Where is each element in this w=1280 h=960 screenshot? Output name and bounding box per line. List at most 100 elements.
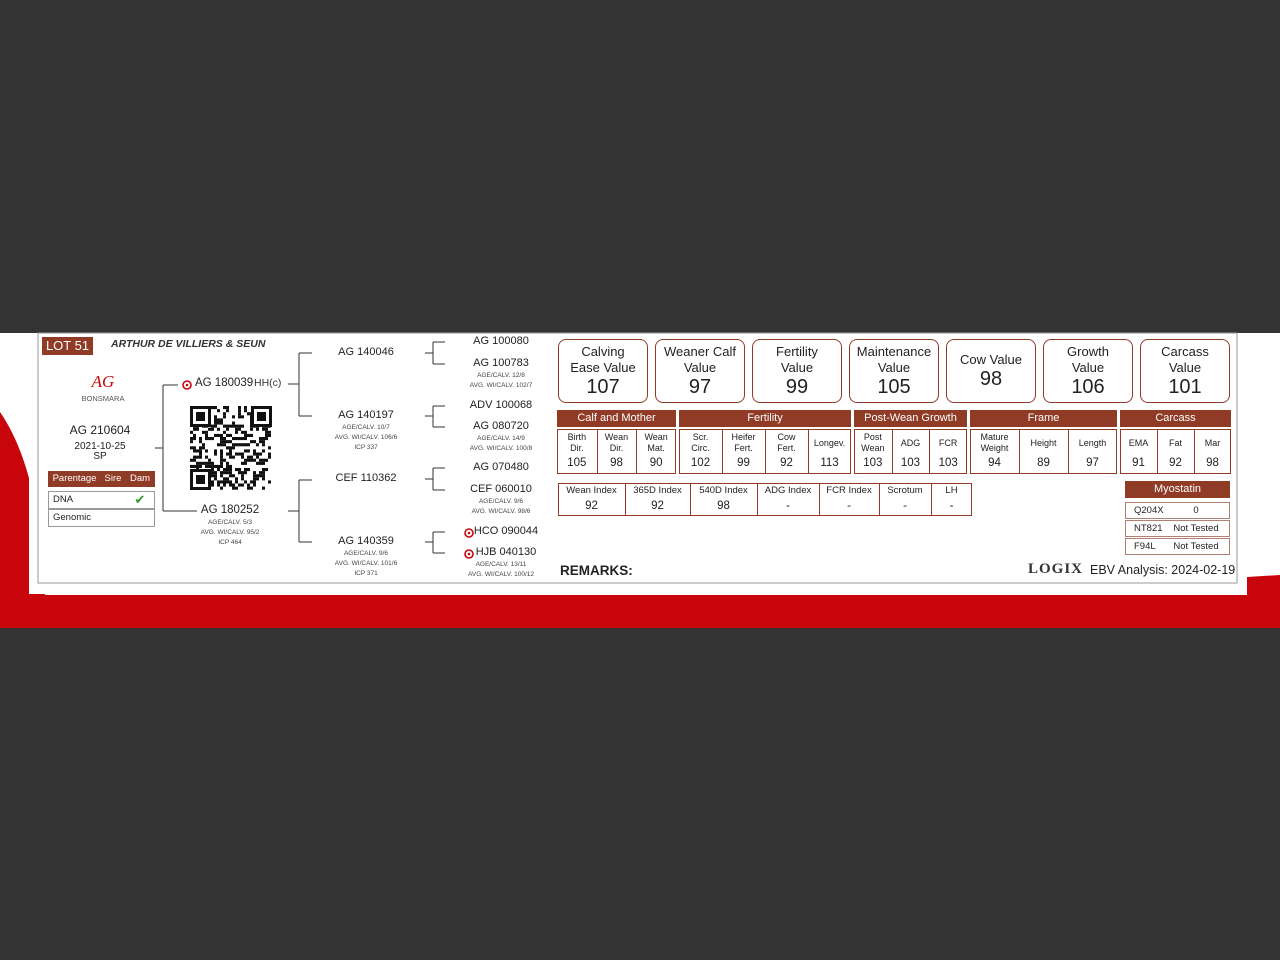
ancestor-id: HCO 090044 bbox=[473, 525, 539, 538]
trait-label: FCR bbox=[938, 437, 958, 448]
cell-divider bbox=[1019, 429, 1020, 474]
value-box: Calving Ease Value 107 bbox=[558, 339, 648, 403]
value-label: Maintenance Value bbox=[856, 344, 932, 375]
ancestor-id: AG 080720 bbox=[473, 420, 529, 433]
birth-date: 2021-10-25 bbox=[74, 441, 126, 452]
group-header: Fertility bbox=[679, 410, 851, 427]
index-label: LH bbox=[945, 485, 958, 496]
dam-detail: ICP 464 bbox=[218, 539, 242, 547]
value-box: Growth Value 106 bbox=[1043, 339, 1133, 403]
cell-divider bbox=[808, 429, 809, 474]
value-label: Carcass Value bbox=[1161, 344, 1209, 375]
group-frame bbox=[1120, 429, 1231, 474]
ancestor-detail: AVG. WI/CALV. 98/6 bbox=[471, 508, 531, 516]
ancestor-id: HJB 040130 bbox=[475, 546, 537, 559]
trait-value: 99 bbox=[737, 457, 750, 469]
ancestor-detail: AGE/CALV. 13/11 bbox=[475, 561, 527, 569]
myostatin-result: 0 bbox=[1193, 505, 1199, 516]
parentage-label: Genomic bbox=[53, 512, 92, 523]
trait-label: Wean Dir. bbox=[604, 432, 629, 453]
value-value: 107 bbox=[586, 376, 620, 398]
cell-divider bbox=[757, 483, 758, 516]
ancestor-id: AG 100080 bbox=[473, 335, 529, 348]
value-value: 99 bbox=[785, 376, 809, 398]
trait-value: 105 bbox=[567, 457, 587, 469]
analysis-date: EBV Analysis: 2024-02-19 bbox=[1090, 563, 1236, 577]
trait-value: 92 bbox=[780, 457, 793, 469]
cell-divider bbox=[1068, 429, 1069, 474]
trait-value: 103 bbox=[863, 457, 883, 469]
dam-id: AG 180252 bbox=[200, 504, 260, 517]
group-frame bbox=[854, 429, 967, 474]
myostatin-row bbox=[1125, 502, 1230, 519]
index-label: 540D Index bbox=[699, 485, 748, 496]
myostatin-result: Not Tested bbox=[1173, 541, 1219, 552]
trait-value: 97 bbox=[1086, 457, 1099, 469]
ancestor-detail: AVG. WI/CALV. 102/7 bbox=[469, 382, 533, 390]
ancestor-detail: AGE/CALV. 14/9 bbox=[477, 435, 525, 443]
trait-value: 103 bbox=[938, 457, 958, 469]
ancestor-detail: ICP 337 bbox=[354, 444, 378, 452]
trait-value: 98 bbox=[1206, 457, 1219, 469]
ancestor-detail: AGE/CALV. 10/7 bbox=[342, 424, 390, 432]
index-label: Wean Index bbox=[566, 485, 617, 496]
value-value: 105 bbox=[877, 376, 911, 398]
group-frame bbox=[557, 429, 676, 474]
myostatin-title: Myostatin bbox=[1125, 481, 1230, 498]
trait-value: 98 bbox=[610, 457, 623, 469]
trait-label: Post Wean bbox=[861, 432, 885, 453]
group-header: Carcass bbox=[1120, 410, 1231, 427]
trait-label: Height bbox=[1030, 437, 1057, 448]
lot: LOT 51 bbox=[42, 337, 93, 355]
group-header: Frame bbox=[970, 410, 1117, 427]
myostatin-marker: NT821 bbox=[1134, 523, 1163, 534]
value-label: Growth Value bbox=[1067, 344, 1109, 375]
ancestor-id: ADV 100068 bbox=[469, 399, 533, 412]
ancestor-detail: AGE/CALV. 12/8 bbox=[477, 372, 525, 380]
trait-value: 91 bbox=[1132, 457, 1145, 469]
cell-divider bbox=[1157, 429, 1158, 474]
index-value: - bbox=[903, 500, 907, 512]
trait-value: 92 bbox=[1169, 457, 1182, 469]
cell-divider bbox=[1194, 429, 1195, 474]
index-value: - bbox=[786, 500, 790, 512]
trait-label: Heifer Fert. bbox=[731, 432, 756, 453]
myostatin-marker: Q204X bbox=[1134, 505, 1164, 516]
index-label: Scrotum bbox=[887, 485, 923, 496]
remarks: REMARKS: bbox=[560, 563, 633, 578]
trait-label: Cow Fert. bbox=[777, 432, 796, 453]
index-label: FCR Index bbox=[826, 485, 872, 496]
parentage-header: Dam bbox=[129, 473, 151, 484]
value-label: Cow Value bbox=[960, 352, 1022, 367]
ancestor-id: AG 140046 bbox=[338, 346, 394, 359]
trait-label: Longev. bbox=[813, 437, 846, 448]
trait-label: Length bbox=[1078, 437, 1107, 448]
sex: SP bbox=[93, 451, 107, 462]
breeder: ARTHUR DE VILLIERS & SEUN bbox=[111, 338, 266, 350]
trait-value: 103 bbox=[900, 457, 921, 469]
cell-divider bbox=[879, 483, 880, 516]
parentage-label: DNA bbox=[53, 494, 74, 505]
dam-detail: AVG. WI/CALV. 95/2 bbox=[200, 529, 260, 537]
trait-value: 89 bbox=[1037, 457, 1050, 469]
myostatin-row bbox=[1125, 538, 1230, 555]
ancestor-detail: AVG. WI/CALV. 100/8 bbox=[469, 445, 533, 453]
cell-divider bbox=[596, 429, 598, 474]
trait-label: Wean Mat. bbox=[644, 432, 668, 453]
value-box: Weaner Calf Value 97 bbox=[655, 339, 745, 403]
trait-value: 113 bbox=[820, 457, 839, 469]
dam-detail: AGE/CALV. 5/3 bbox=[207, 519, 253, 527]
index-label: ADG Index bbox=[764, 485, 812, 496]
cell-divider bbox=[931, 483, 932, 516]
myostatin-marker: F94L bbox=[1134, 541, 1156, 552]
cell-divider bbox=[722, 429, 723, 474]
ancestor-id: AG 070480 bbox=[473, 461, 529, 474]
value-value: 106 bbox=[1071, 376, 1105, 398]
trait-label: EMA bbox=[1128, 437, 1149, 448]
value-label: Calving Ease Value bbox=[570, 344, 636, 375]
index-value: 98 bbox=[717, 500, 730, 512]
value-box: Maintenance Value 105 bbox=[849, 339, 939, 403]
logo-name: BONSMARA bbox=[81, 394, 125, 403]
